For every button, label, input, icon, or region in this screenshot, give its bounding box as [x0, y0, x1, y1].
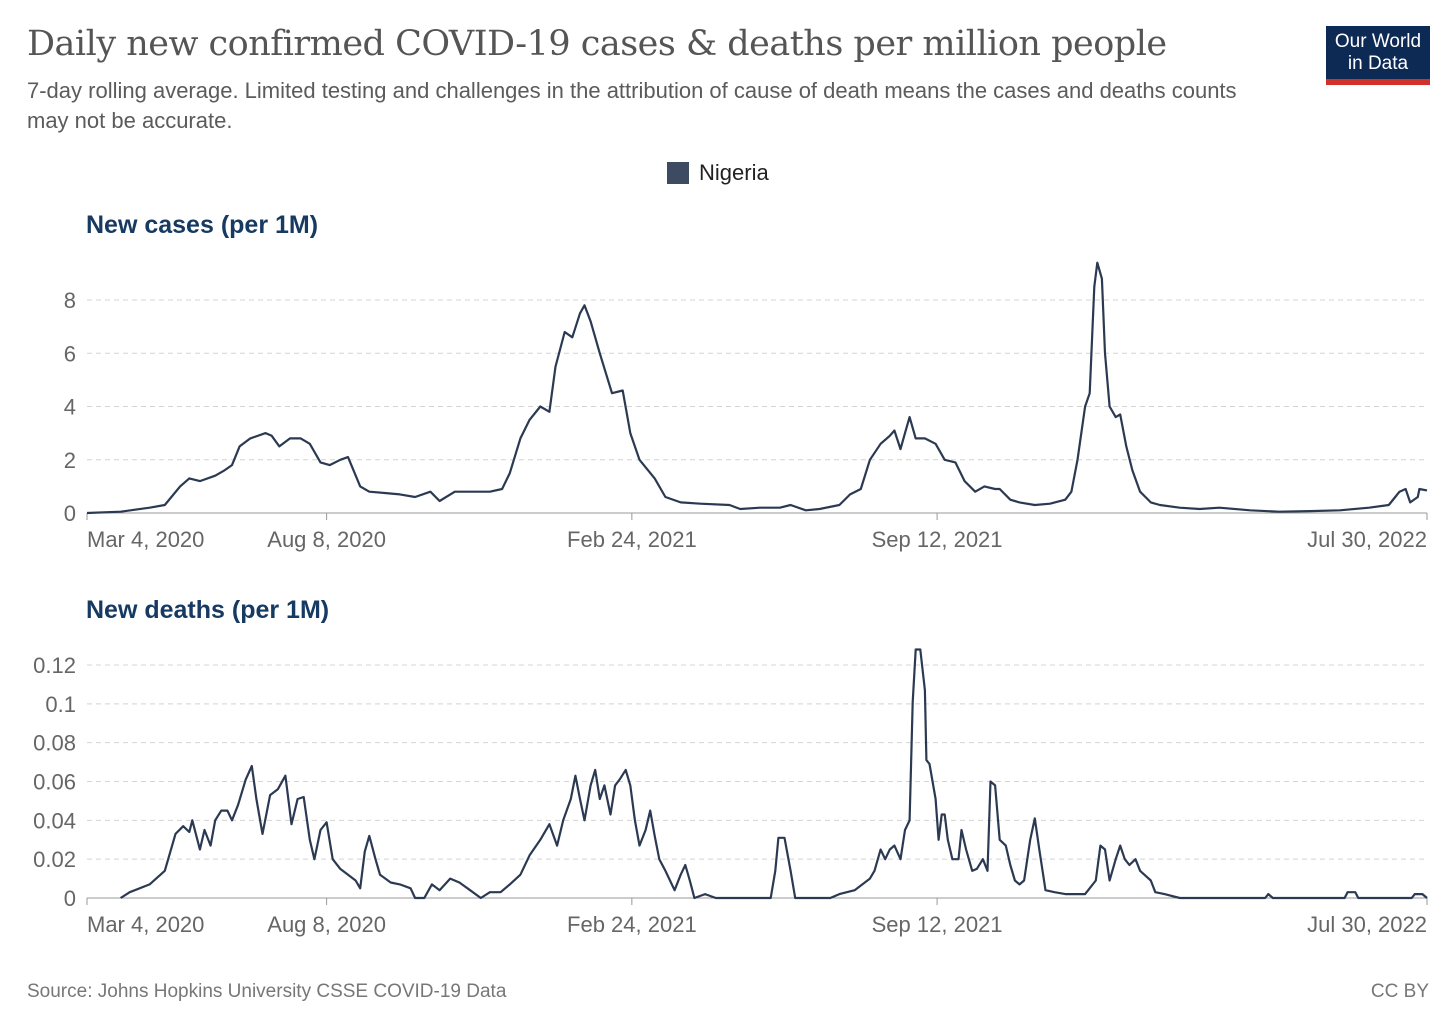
chart-title: Daily new confirmed COVID-19 cases & dea…: [27, 24, 1167, 64]
deaths-x-tick-label: Jul 30, 2022: [1307, 912, 1427, 937]
deaths-y-tick-label: 0.04: [33, 808, 76, 833]
cases-series-line-nigeria[interactable]: [86, 261, 1428, 515]
logo-line-2: in Data: [1347, 53, 1409, 74]
cases-chart-title: New cases (per 1M): [86, 211, 319, 239]
cases-y-tick-label: 4: [64, 395, 76, 420]
deaths-y-tick-label: 0.06: [33, 770, 76, 795]
deaths-x-tick-label: Sep 12, 2021: [872, 912, 1003, 937]
cases-x-tick-label: Sep 12, 2021: [872, 527, 1003, 552]
deaths-y-tick-label: 0.12: [33, 653, 76, 678]
deaths-x-tick-label: Mar 4, 2020: [87, 912, 204, 937]
cases-x-tick-label: Aug 8, 2020: [267, 527, 386, 552]
legend-label: Nigeria: [699, 160, 769, 185]
deaths-x-tick-label: Feb 24, 2021: [567, 912, 697, 937]
cases-y-tick-label: 0: [64, 501, 76, 526]
cases-x-tick-label: Jul 30, 2022: [1307, 527, 1427, 552]
chart-subtitle: 7-day rolling average. Limited testing a…: [27, 78, 1237, 133]
deaths-chart-title: New deaths (per 1M): [86, 596, 330, 624]
legend-item-nigeria[interactable]: Nigeria: [667, 160, 769, 186]
legend-swatch: [667, 162, 689, 184]
deaths-x-tick-label: Aug 8, 2020: [267, 912, 386, 937]
deaths-y-tick-label: 0: [64, 886, 76, 911]
license-link[interactable]: CC BY: [1370, 981, 1429, 1002]
logo-line-1: Our World: [1334, 31, 1422, 52]
cases-x-tick-label: Feb 24, 2021: [567, 527, 697, 552]
cases-y-tick-label: 2: [64, 448, 76, 473]
cases-y-tick-label: 8: [64, 288, 76, 313]
source-note: Source: Johns Hopkins University CSSE CO…: [27, 981, 507, 1002]
owid-logo[interactable]: Our World in Data: [1326, 26, 1430, 85]
deaths-y-tick-label: 0.08: [33, 731, 76, 756]
cases-y-tick-label: 6: [64, 341, 76, 366]
cases-x-tick-label: Mar 4, 2020: [87, 527, 204, 552]
deaths-y-tick-label: 0.1: [45, 692, 76, 717]
deaths-series-line-nigeria[interactable]: [120, 648, 1428, 900]
deaths-y-tick-label: 0.02: [33, 847, 76, 872]
